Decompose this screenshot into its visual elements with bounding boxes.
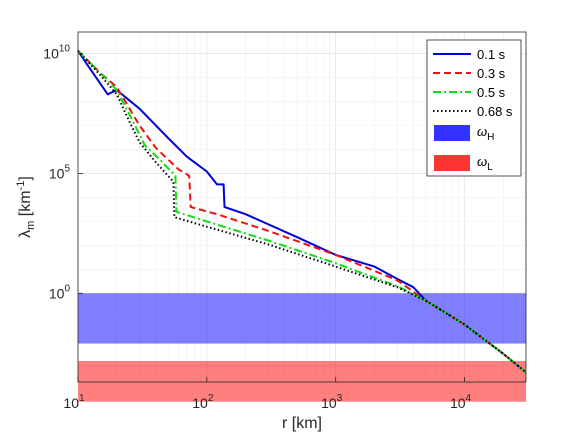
y-ticks: 100 105 1010 [43,44,83,301]
y-tick-label: 1010 [43,44,70,62]
x-tick-label: 101 [63,393,85,411]
series-line-3 [77,50,527,374]
plot-frame [77,31,527,383]
band-h [78,293,526,344]
y-tick-label: 100 [49,283,71,301]
legend-label: 0.5 s [477,85,506,100]
series-lines [77,50,527,374]
x-tick-label: 104 [450,393,472,411]
legend-band-label: ωH [477,124,494,143]
y-axis-label: λm [km-1] [15,176,37,238]
x-tick-label: 102 [192,393,214,411]
legend-label: 0.3 s [477,66,506,81]
svg-text:λm [km-1]: λm [km-1] [15,176,37,238]
y-tick-label: 105 [49,163,71,181]
legend: 0.1 s 0.3 s 0.5 s 0.68 s ωH ωL [426,39,522,177]
legend-band-swatch [434,155,470,171]
legend-label: 0.1 s [477,47,506,62]
series-line-4 [77,50,527,374]
band-l [78,360,526,402]
x-tick-label: 103 [321,393,343,411]
legend-label: 0.68 s [477,104,513,119]
legend-band-label: ωL [477,154,493,173]
x-axis-label: r [km] [282,415,322,432]
legend-band-swatch [434,125,470,141]
legend-box [426,39,522,177]
bands [78,293,526,402]
series-line-1 [77,50,527,374]
x-ticks: 101 102 103 104 [63,377,472,411]
